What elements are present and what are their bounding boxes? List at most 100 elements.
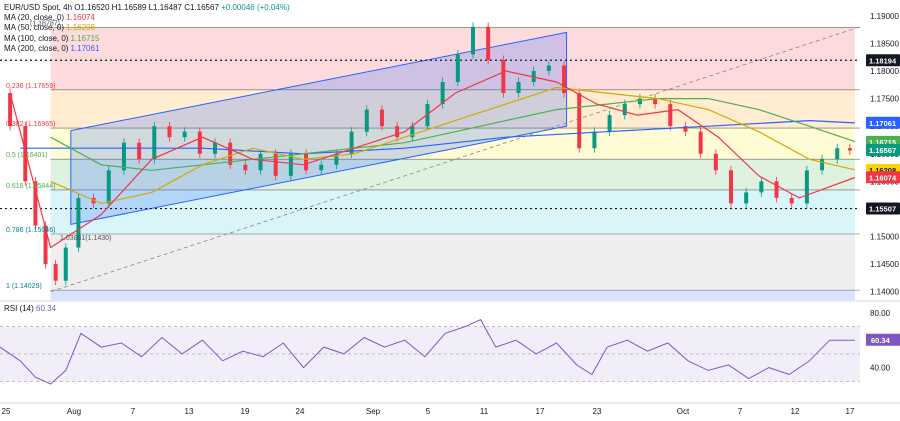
candle-body — [607, 115, 612, 132]
ma20-line — [9, 70, 856, 249]
price-tick-label: 1.14500 — [870, 260, 899, 269]
time-axis[interactable]: 25 Aug 7 13 19 24 Sep 5 11 17 23 Oct 7 12 17 — [0, 402, 900, 416]
price-badge-text: 1.16074 — [869, 173, 897, 182]
candle-body — [8, 93, 13, 127]
price-badge-bg — [866, 54, 900, 67]
fib-label-1: 0.382 (1.16965) — [6, 121, 55, 128]
ma100-line — [50, 98, 856, 171]
price-badge-bg — [866, 202, 900, 215]
time-tick-label: 17 — [536, 407, 545, 416]
candle-body — [592, 131, 597, 149]
ohlc-header: EUR/USD Spot, 4h O1.16520 H1.16589 L1.16… — [4, 3, 290, 12]
price-tick-label: 1.14000 — [870, 288, 899, 297]
fib-zone-4 — [50, 189, 855, 234]
candle-body — [167, 126, 172, 138]
candle-body — [304, 153, 309, 171]
fib-zone-6 — [50, 290, 855, 300]
price-badge-bg — [866, 116, 900, 129]
ma200-legend[interactable]: MA (200, close, 0) 1.17061 — [4, 43, 100, 53]
time-tick-label: 25 — [2, 407, 11, 416]
candle-body — [516, 82, 521, 94]
price-badge-text: 1.16208 — [869, 166, 896, 175]
candle-body — [288, 153, 293, 176]
candle-body — [683, 126, 688, 132]
candle-body — [197, 131, 202, 154]
fib-extra-label-1: 1.03831(1.1430) — [60, 235, 111, 242]
price-badge-text: 1.16715 — [869, 138, 896, 147]
time-tick-label: 7 — [738, 407, 743, 416]
rsi-legend[interactable]: RSI (14) 60.34 — [4, 304, 57, 313]
ma20-legend[interactable]: MA (20, close, 0) 1.16074 — [4, 13, 95, 23]
ma100-legend[interactable]: MA (100, close, 0) 1.16715 — [4, 33, 100, 43]
candle-body — [455, 54, 460, 83]
candle-body — [228, 142, 233, 165]
candle-body — [106, 170, 111, 204]
fib-zones — [50, 27, 860, 300]
price-badge-text: 1.16567 — [869, 146, 896, 155]
price-badge-text: 1.18194 — [869, 56, 897, 65]
candle-body — [379, 109, 384, 127]
time-tick-label: 7 — [131, 407, 136, 416]
candle-body — [213, 142, 217, 154]
candle-body — [759, 181, 764, 193]
price-tick-label: 1.18500 — [870, 39, 899, 48]
candle-body — [637, 98, 642, 105]
high-value: 1.16589 — [117, 3, 147, 12]
candle-body — [23, 126, 28, 182]
price-badge-text: 1.17061 — [869, 119, 896, 128]
candle-body — [319, 164, 324, 171]
fib-label-4: 0.786 (1.15046) — [6, 227, 55, 234]
candle-body — [364, 109, 369, 132]
rsi-tick-label: 40.00 — [870, 364, 891, 373]
candle-body — [63, 247, 68, 281]
price-tick-label: 1.18000 — [870, 67, 899, 76]
time-tick-label: 5 — [426, 407, 431, 416]
candle-body — [577, 93, 582, 149]
candle-body — [729, 170, 733, 204]
candle-body — [804, 170, 809, 204]
time-tick-label: 12 — [791, 407, 800, 416]
time-tick-label: 17 — [846, 407, 855, 416]
fib-label-0: 0.236 (1.17659) — [6, 83, 55, 90]
candle-body — [410, 126, 415, 138]
moving-averages — [9, 70, 856, 249]
fib-zone-0 — [50, 27, 855, 90]
time-tick-label: Oct — [677, 407, 690, 416]
price-badge-text: 1.15507 — [869, 205, 896, 214]
candle-body — [137, 142, 142, 160]
low-value: 1.16487 — [153, 3, 182, 12]
time-tick-label: 23 — [593, 407, 602, 416]
symbol-title[interactable]: EUR/USD Spot, 4h — [4, 3, 73, 12]
ma200-line — [20, 119, 855, 155]
candle-body — [847, 148, 852, 151]
candle-body — [349, 131, 354, 154]
candle-body — [713, 153, 718, 171]
candle-body — [622, 104, 627, 116]
candle-body — [43, 225, 48, 265]
candle-body — [486, 26, 491, 60]
candle-body — [774, 181, 779, 198]
candle-body — [668, 104, 673, 127]
candle-body — [425, 104, 430, 127]
time-tick-label: 13 — [185, 407, 194, 416]
price-tick-label: 1.15000 — [870, 233, 899, 242]
fib-label-2: 0.5 (1.16401) — [6, 152, 48, 159]
candle-body — [501, 59, 506, 94]
chart-legend: EUR/USD Spot, 4h O1.16520 H1.16589 L1.16… — [4, 3, 290, 54]
price-tick-label: 1.19000 — [870, 12, 899, 21]
candle-body — [182, 131, 187, 138]
candle-body — [152, 126, 157, 160]
time-tick-label: Aug — [67, 407, 81, 416]
ma50-legend[interactable]: MA (50, close, 0) 1.16208 — [4, 23, 95, 33]
rsi-value-text: 60.34 — [871, 336, 891, 345]
candle-body — [789, 197, 794, 204]
candle-body — [243, 164, 248, 171]
candle-body — [440, 82, 445, 105]
change-value: +0.00046 (+0.04%) — [221, 3, 290, 12]
time-tick-label: 11 — [480, 407, 489, 416]
price-series — [8, 22, 852, 286]
candle-body — [395, 126, 400, 138]
open-value: 1.16520 — [80, 3, 110, 12]
